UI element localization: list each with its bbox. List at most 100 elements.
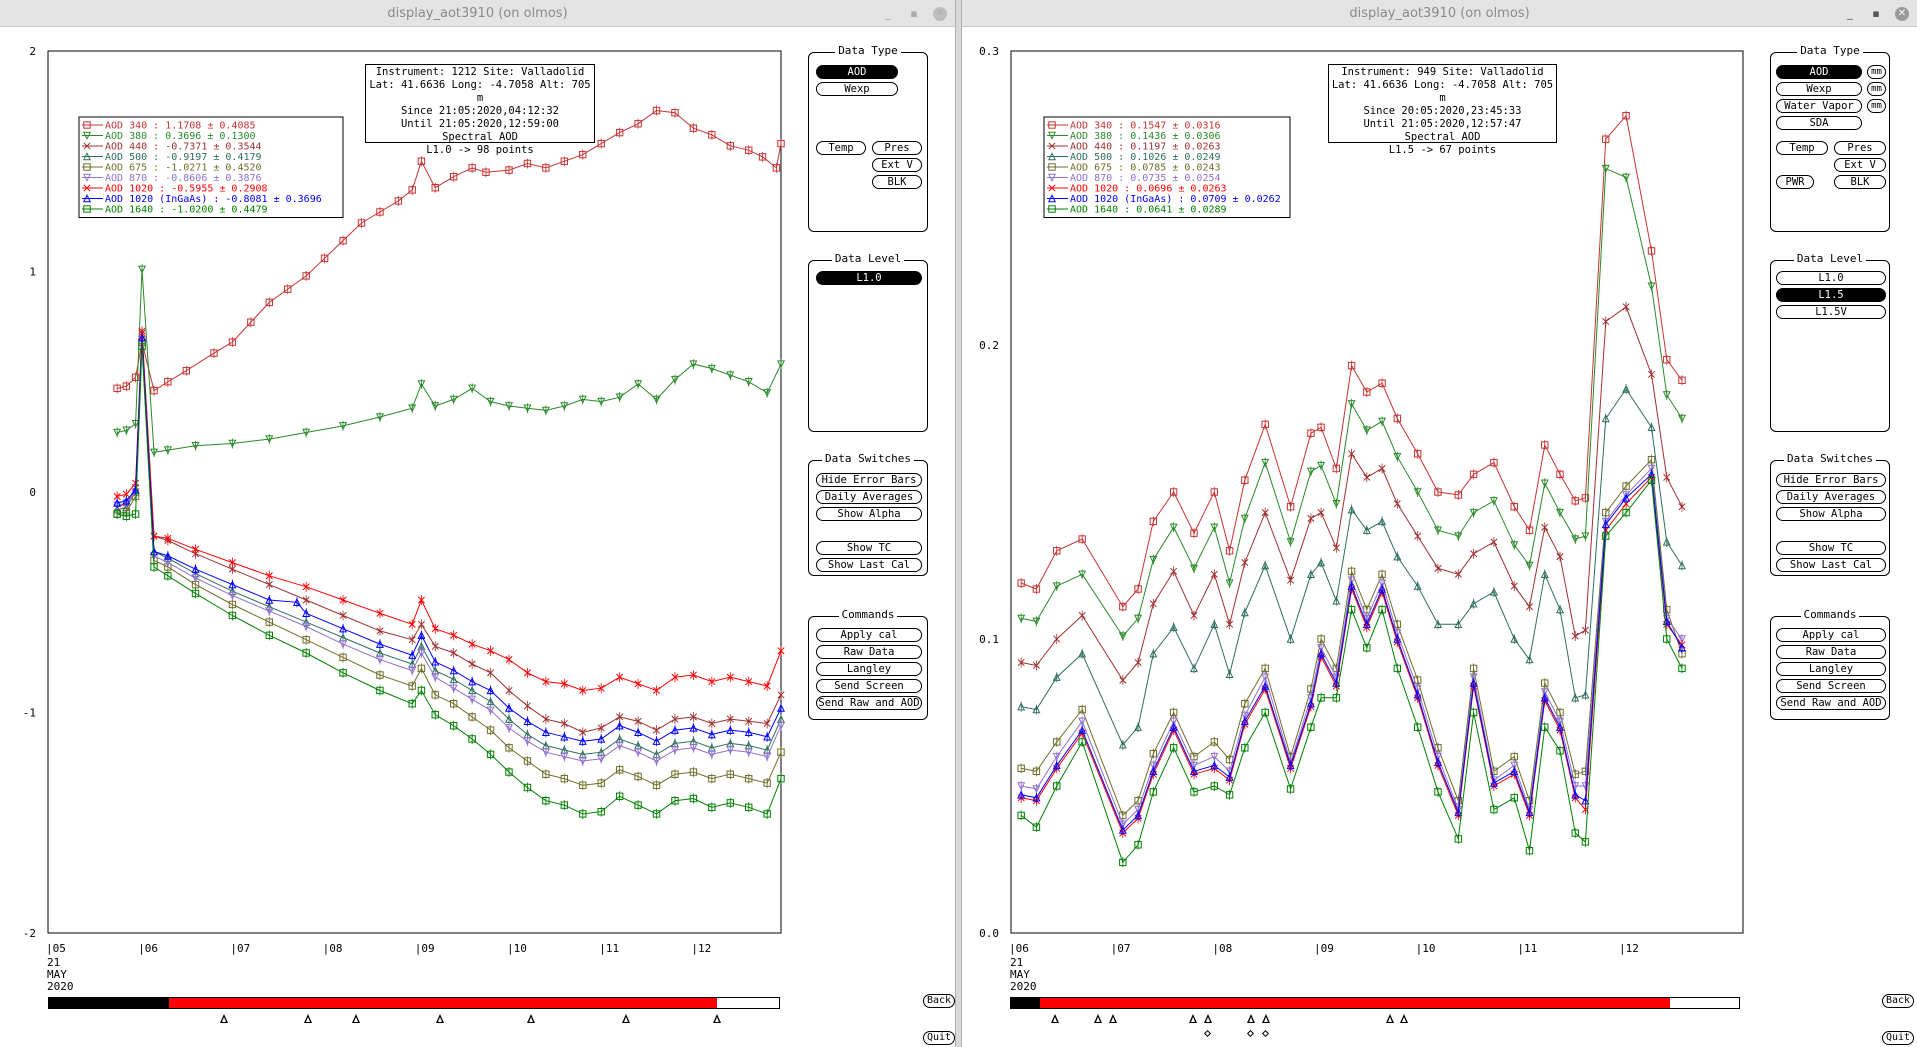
show-tc-button[interactable]: Show TC	[1776, 541, 1886, 555]
data-point	[523, 702, 532, 710]
close-icon[interactable]: ✕	[933, 6, 947, 21]
data-point	[1663, 473, 1671, 481]
data-point	[1602, 317, 1610, 326]
data-point	[634, 717, 642, 725]
data-point	[1169, 708, 1178, 717]
temp-button[interactable]: Temp	[1776, 141, 1828, 155]
level-l15-button[interactable]: L1.5	[1776, 288, 1886, 302]
extv-button[interactable]: Ext V	[872, 158, 922, 172]
minimize-icon[interactable]: _	[885, 6, 891, 20]
data-point	[1525, 805, 1534, 814]
level-l15v-button[interactable]: L1.5V	[1776, 305, 1886, 319]
send-screen-button[interactable]: Send Screen	[816, 679, 922, 693]
level-l10-button[interactable]: L1.0	[1776, 271, 1886, 285]
show-alpha-button[interactable]: Show Alpha	[1776, 507, 1886, 521]
show-alpha-button[interactable]: Show Alpha	[816, 507, 922, 521]
level-l10-button[interactable]: L1.0	[816, 271, 922, 285]
back-button[interactable]: Back	[923, 994, 955, 1008]
show-last-cal-button[interactable]: Show Last Cal	[816, 558, 922, 572]
blk-button[interactable]: BLK	[1834, 175, 1886, 189]
raw-data-button[interactable]: Raw Data	[1776, 645, 1886, 659]
data-point	[122, 499, 130, 507]
mm-button[interactable]: mm	[1867, 99, 1886, 113]
aod-button[interactable]: AOD	[1776, 65, 1862, 79]
back-button[interactable]: Back	[1882, 994, 1914, 1008]
data-point	[1190, 752, 1198, 761]
left-titlebar[interactable]: display_aot3910 (on olmos) _ ▪ ✕	[0, 0, 955, 27]
wexp-button[interactable]: Wexp	[816, 82, 898, 96]
data-point	[1287, 576, 1295, 584]
pres-button[interactable]: Pres	[872, 141, 922, 155]
daily-averages-button[interactable]: Daily Averages	[1776, 490, 1886, 504]
x-tick-label: |08	[323, 942, 343, 955]
data-point	[450, 631, 458, 639]
maximize-icon[interactable]: ▪	[910, 6, 918, 20]
data-point	[1261, 420, 1269, 429]
right-titlebar[interactable]: display_aot3910 (on olmos) _ ▪ ✕	[962, 0, 1917, 27]
series-line	[117, 346, 782, 815]
send-raw-aod-button[interactable]: Send Raw and AOD	[1776, 696, 1886, 710]
send-screen-button[interactable]: Send Screen	[1776, 679, 1886, 693]
window-divider[interactable]	[955, 0, 962, 1047]
sda-button[interactable]: SDA	[1776, 116, 1862, 130]
water-vapor-button[interactable]: Water Vapor	[1776, 99, 1862, 113]
data-point	[1261, 664, 1269, 673]
data-point	[408, 699, 416, 708]
data-point	[394, 197, 403, 205]
data-point	[1490, 767, 1498, 775]
quit-button[interactable]: Quit	[923, 1031, 955, 1045]
data-point	[634, 680, 642, 688]
data-point	[1078, 738, 1086, 746]
data-point	[597, 755, 606, 764]
data-point	[82, 152, 92, 161]
quit-button[interactable]: Quit	[1882, 1031, 1914, 1045]
extv-button[interactable]: Ext V	[1834, 158, 1886, 172]
hide-error-bars-button[interactable]: Hide Error Bars	[1776, 473, 1886, 487]
hide-error-bars-button[interactable]: Hide Error Bars	[816, 473, 922, 487]
data-point	[83, 205, 91, 213]
langley-button[interactable]: Langley	[1776, 662, 1886, 676]
data-point	[1225, 755, 1234, 764]
series-aod-1640	[1017, 475, 1686, 868]
data-point	[1556, 726, 1564, 734]
y-tick-label: 0.3	[979, 45, 999, 58]
data-point	[1134, 811, 1143, 820]
send-raw-aod-button[interactable]: Send Raw and AOD	[816, 696, 922, 710]
data-point	[1393, 453, 1402, 462]
show-last-cal-button[interactable]: Show Last Cal	[1776, 558, 1886, 572]
data-point	[560, 402, 569, 411]
diamond-marker-icon	[1247, 1029, 1255, 1038]
raw-data-button[interactable]: Raw Data	[816, 645, 922, 659]
maximize-icon[interactable]: ▪	[1872, 6, 1880, 20]
y-tick-label: 0.1	[979, 633, 999, 646]
apply-cal-button[interactable]: Apply cal	[1776, 628, 1886, 642]
show-tc-button[interactable]: Show TC	[816, 541, 922, 555]
data-point	[763, 732, 772, 741]
info-line: Until 21:05:2020,12:59:00	[400, 118, 560, 130]
data-point	[1053, 782, 1061, 790]
data-point	[1190, 788, 1198, 796]
left-time-status-bar[interactable]	[48, 997, 780, 1023]
close-icon[interactable]: ✕	[1895, 6, 1909, 21]
pwr-button[interactable]: PWR	[1776, 175, 1814, 189]
data-point	[1454, 811, 1462, 819]
blk-button[interactable]: BLK	[872, 175, 922, 189]
minimize-icon[interactable]: _	[1847, 6, 1853, 20]
data-point	[1662, 614, 1671, 623]
aod-button[interactable]: AOD	[816, 65, 898, 79]
temp-button[interactable]: Temp	[816, 141, 866, 155]
mm-button[interactable]: mm	[1867, 82, 1886, 96]
data-point	[1571, 829, 1579, 837]
wexp-button[interactable]: Wexp	[1776, 82, 1862, 96]
data-point	[339, 596, 347, 604]
right-time-status-bar[interactable]	[1010, 997, 1740, 1038]
data-point	[1622, 384, 1631, 393]
data-point	[1032, 767, 1041, 775]
apply-cal-button[interactable]: Apply cal	[816, 628, 922, 642]
data-point	[1261, 673, 1270, 682]
daily-averages-button[interactable]: Daily Averages	[816, 490, 922, 504]
mm-button[interactable]: mm	[1867, 65, 1886, 79]
pres-button[interactable]: Pres	[1834, 141, 1886, 155]
status-marker-icon	[1385, 1014, 1394, 1023]
langley-button[interactable]: Langley	[816, 662, 922, 676]
